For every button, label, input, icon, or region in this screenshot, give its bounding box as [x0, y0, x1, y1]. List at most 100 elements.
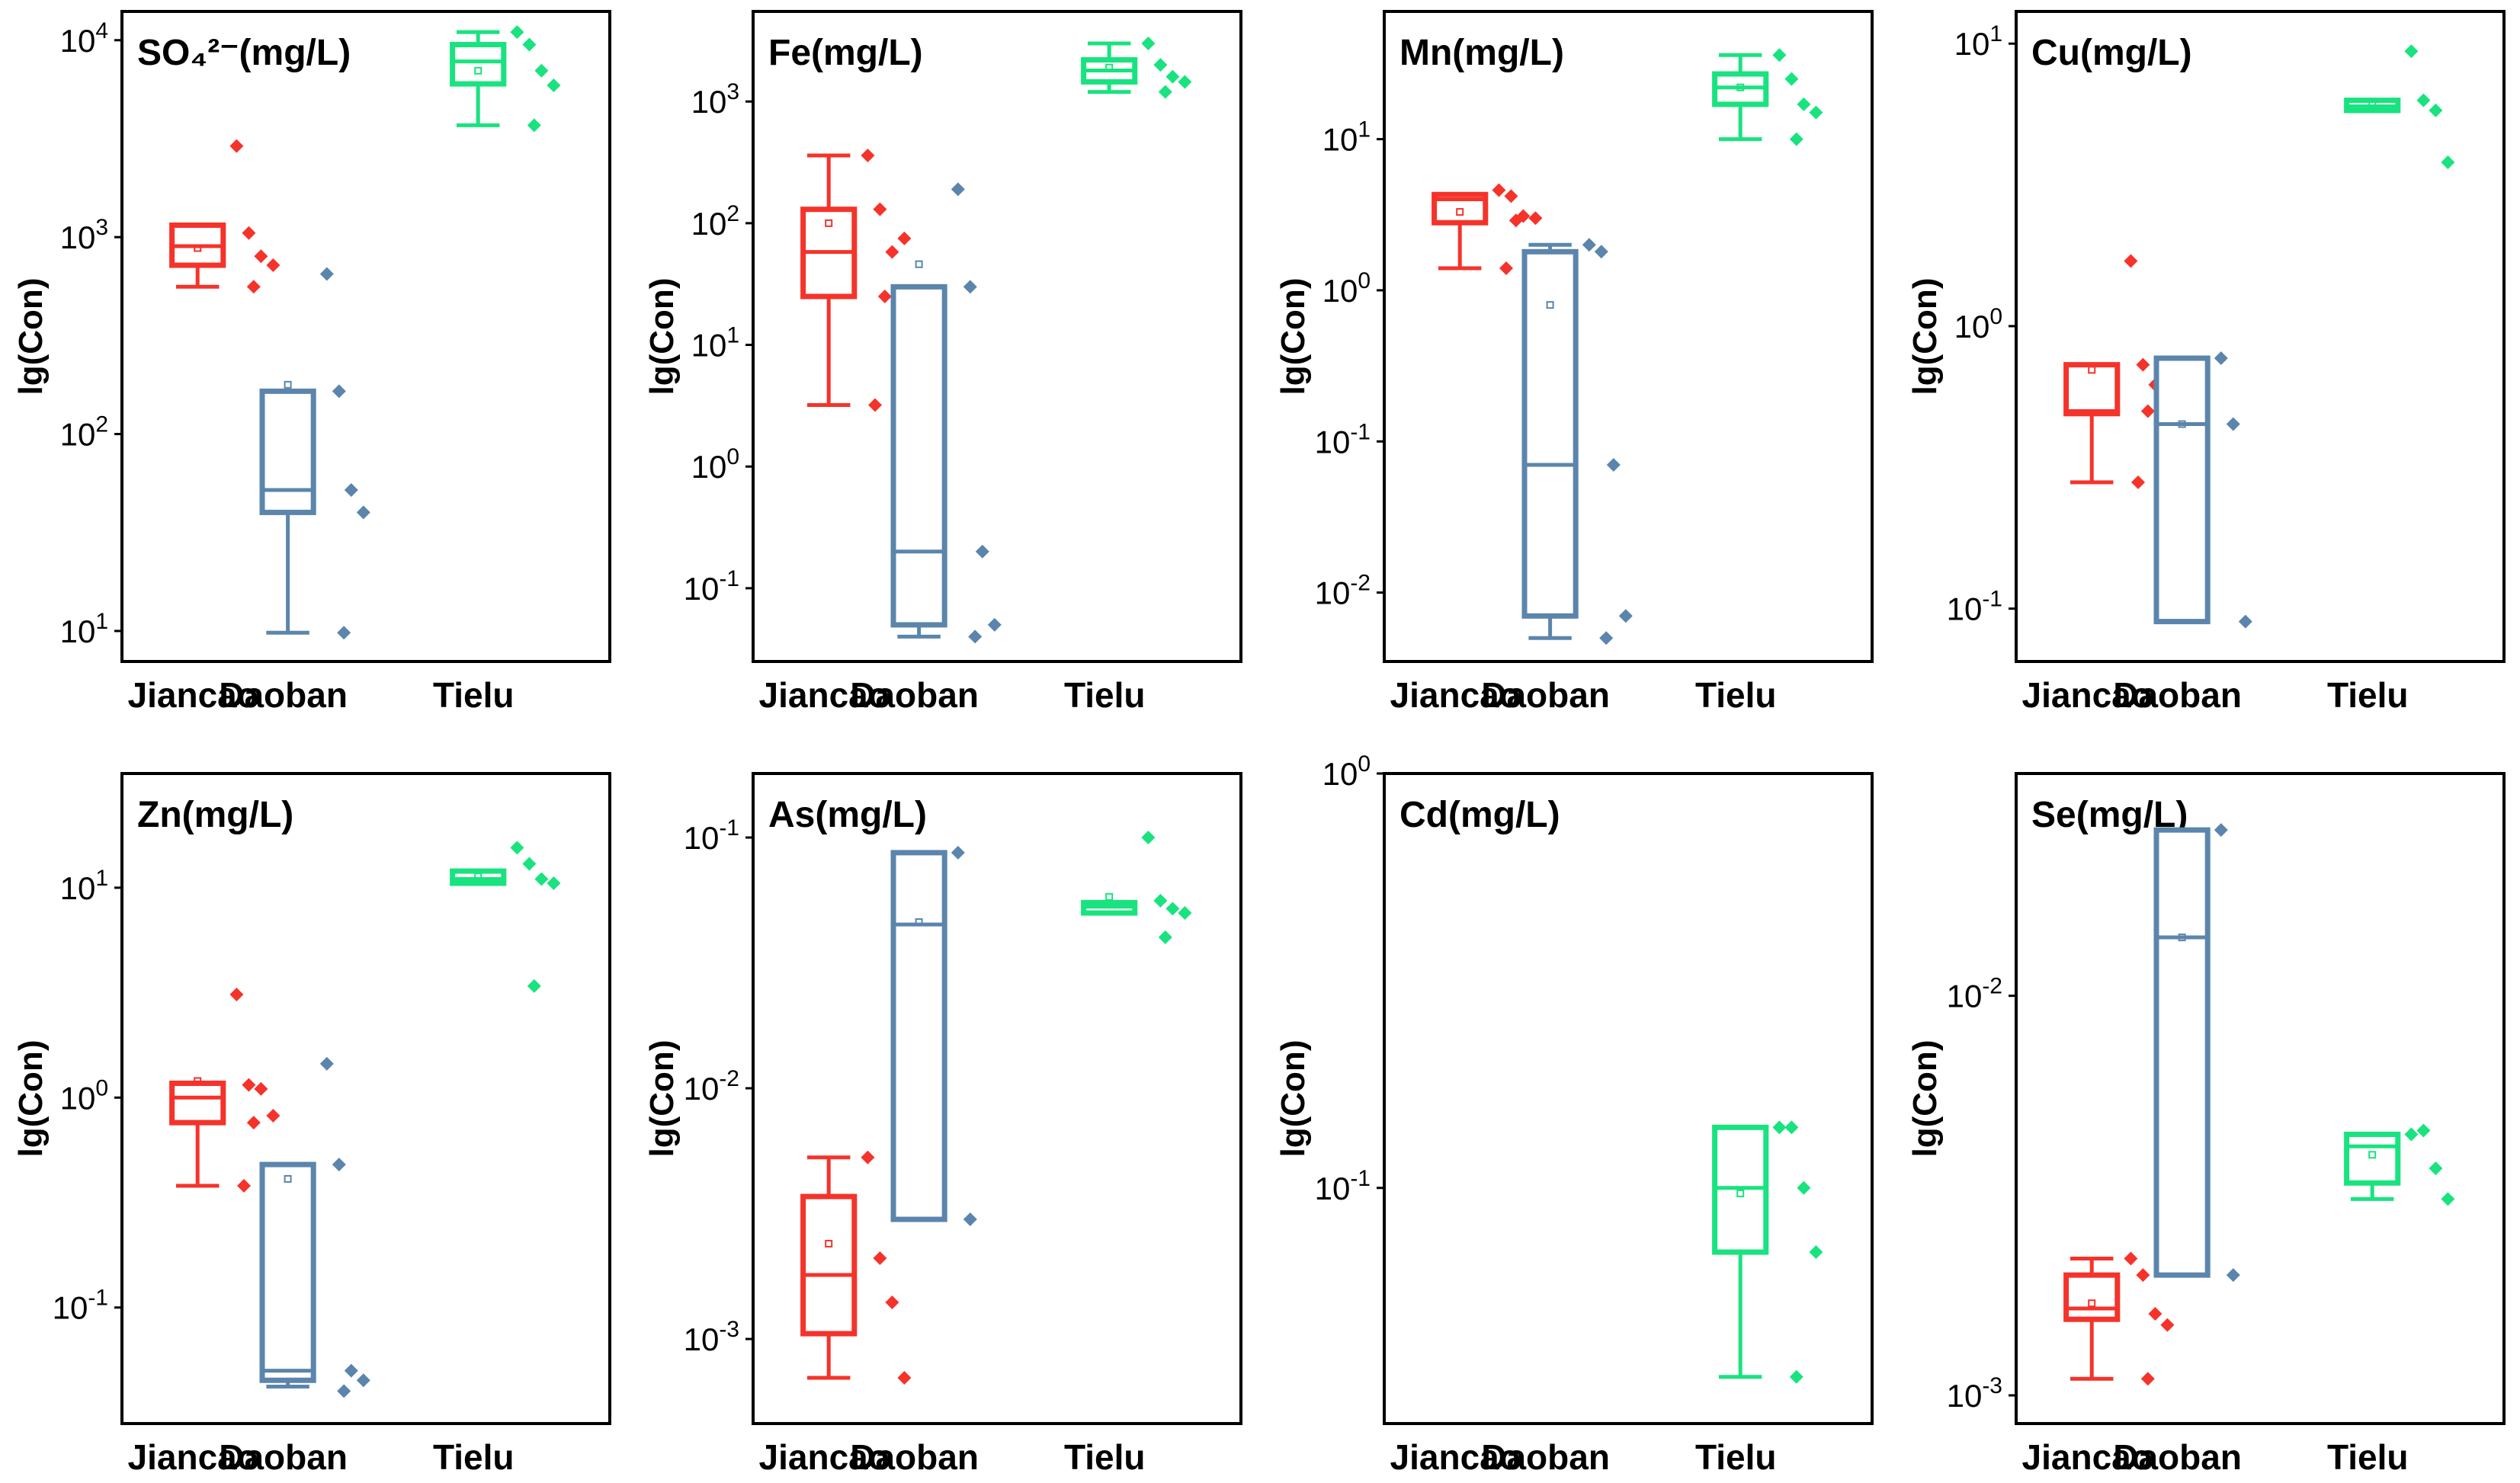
data-point: [1809, 1245, 1823, 1260]
y-tick-exponent: -1: [1350, 419, 1371, 444]
mean-marker: [1736, 1189, 1745, 1197]
data-point: [2226, 1268, 2240, 1283]
y-tick-base: 10: [1323, 273, 1358, 309]
y-axis-label: lg(Con): [643, 1040, 681, 1158]
mean-marker: [474, 873, 483, 881]
y-axis-label: lg(Con): [643, 278, 681, 396]
y-tick-label: 10-1: [1315, 419, 1371, 460]
x-tick-label-jiancao: Jiancao: [759, 675, 890, 715]
y-tick-exponent: 3: [726, 79, 739, 104]
y-tick-base: 10: [684, 1321, 720, 1357]
data-point: [1508, 213, 1523, 228]
data-point: [510, 25, 524, 40]
x-tick-label-tielu: Tielu: [1695, 1437, 1777, 1477]
y-tick-base: 10: [684, 820, 720, 856]
y-tick-exponent: 0: [95, 1075, 108, 1100]
data-point: [873, 1251, 887, 1266]
iqr-box: [800, 1193, 858, 1337]
y-tick-label: 101: [60, 609, 108, 649]
box-tielu: [1081, 830, 1192, 944]
mean-marker: [825, 219, 833, 227]
y-tick-label: 101: [1323, 117, 1371, 158]
x-tick-label-jiancao: Jiancao: [1390, 675, 1521, 715]
data-point: [1165, 902, 1180, 916]
data-point: [873, 202, 887, 216]
y-tick-base: 10: [1947, 1378, 1983, 1414]
y-tick-label: 10-1: [53, 1286, 108, 1326]
y-tick-exponent: -2: [1982, 974, 2002, 999]
data-point: [1178, 75, 1192, 89]
data-point: [1789, 1369, 1803, 1384]
box-daoban: [259, 267, 370, 640]
box-tielu: [450, 25, 561, 133]
y-tick-base: 10: [1954, 26, 1990, 62]
box-jiancao: [800, 1150, 912, 1385]
plot-frame: [2015, 772, 2506, 1425]
iqr-box: [2153, 827, 2211, 1278]
y-tick-base: 10: [53, 1290, 88, 1326]
data-point: [1606, 457, 1621, 472]
data-point: [1594, 245, 1608, 259]
x-tick-label-daoban: Daoban: [2113, 675, 2242, 715]
mean-marker: [474, 66, 483, 75]
data-point: [2404, 44, 2419, 59]
data-point: [2140, 404, 2155, 418]
data-point: [547, 876, 561, 891]
y-tick-exponent: 1: [1358, 117, 1371, 143]
panel-title: Fe(mg/L): [768, 33, 923, 73]
x-tick-label-daoban: Daoban: [219, 675, 348, 715]
y-tick-base: 10: [684, 571, 720, 607]
x-tick-label-daoban: Daoban: [1481, 675, 1610, 715]
box-tielu: [1081, 37, 1192, 99]
data-point: [2429, 103, 2443, 117]
x-tick-label-jiancao: Jiancao: [128, 675, 258, 715]
data-point: [254, 249, 268, 264]
x-tick-label-tielu: Tielu: [433, 675, 515, 715]
y-tick-label: 100: [60, 1075, 108, 1116]
y-tick-base: 10: [60, 613, 96, 649]
data-point: [237, 1179, 251, 1193]
box-jiancao: [169, 987, 281, 1193]
data-point: [1141, 830, 1156, 844]
y-tick-base: 10: [1947, 979, 1983, 1014]
y-tick-label: 100: [691, 444, 739, 485]
data-point: [861, 1150, 875, 1164]
data-point: [975, 544, 989, 559]
data-point: [1582, 238, 1596, 252]
x-tick-label-jiancao: Jiancao: [1390, 1437, 1521, 1477]
y-tick-exponent: 0: [726, 444, 739, 469]
panel-title: Zn(mg/L): [137, 795, 293, 835]
mean-marker: [194, 1077, 202, 1085]
iqr-box: [259, 388, 316, 515]
x-tick-label-daoban: Daoban: [850, 675, 979, 715]
mean-marker: [1105, 63, 1114, 72]
data-point: [2148, 1306, 2163, 1321]
mean-marker: [284, 380, 292, 389]
box-jiancao: [1432, 183, 1543, 275]
y-tick-exponent: 2: [726, 201, 739, 226]
y-tick-label: 101: [1954, 21, 2002, 62]
data-point: [963, 1212, 977, 1227]
y-tick-label: 10-1: [684, 566, 739, 607]
y-tick-exponent: -3: [719, 1317, 739, 1342]
y-tick-base: 10: [60, 417, 96, 453]
data-point: [1165, 69, 1180, 84]
y-tick-label: 102: [691, 201, 739, 242]
y-tick-exponent: -1: [719, 815, 739, 841]
iqr-box: [890, 850, 947, 1222]
box-daoban: [2153, 351, 2252, 629]
iqr-box: [259, 1161, 316, 1383]
y-tick-label: 10-1: [684, 815, 739, 856]
data-point: [344, 1363, 358, 1378]
mean-marker: [1105, 892, 1114, 901]
y-tick-label: 100: [1954, 304, 2002, 344]
data-point: [1158, 930, 1172, 944]
box-daoban: [890, 845, 977, 1227]
iqr-box: [2063, 362, 2121, 417]
y-tick-label: 103: [691, 79, 739, 120]
data-point: [1499, 261, 1513, 275]
data-point: [963, 280, 977, 294]
data-point: [337, 626, 351, 640]
data-point: [319, 1056, 334, 1071]
